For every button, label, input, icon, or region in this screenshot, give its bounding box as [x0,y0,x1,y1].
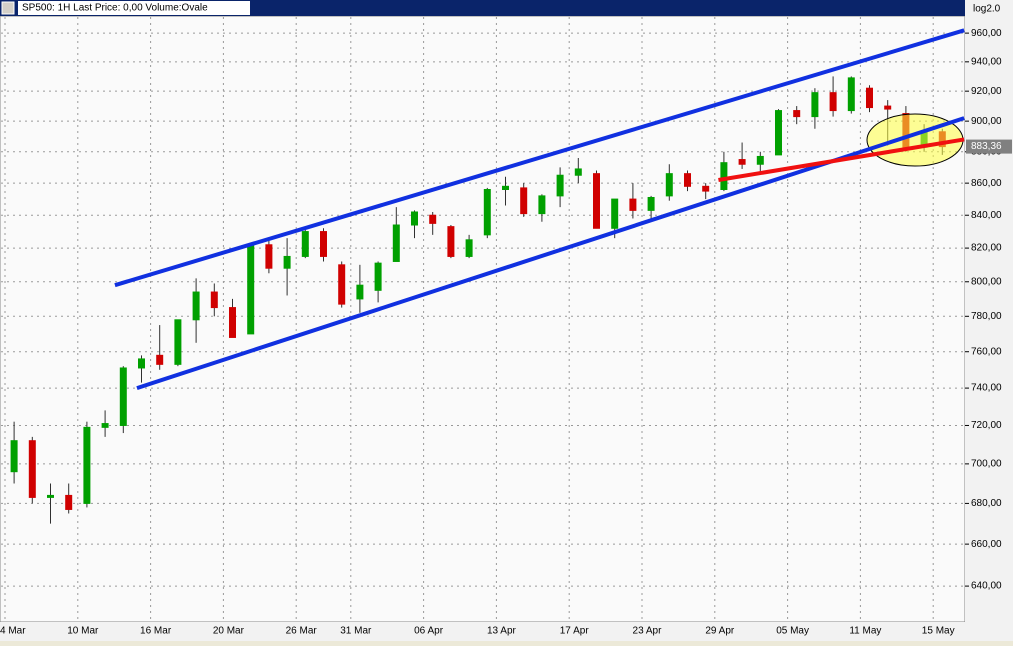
candle-body [28,440,36,498]
chart-title: SP500: 1H Last Price: 0,00 Volume:Ovale [22,3,208,14]
x-tick-label: 17 Apr [560,626,590,637]
candle-body [47,494,54,498]
x-tick-label: 06 Apr [414,626,444,637]
candle-body [392,224,400,262]
y-tick-label: 960,00 [971,28,1002,39]
last-price-tag [966,139,1012,154]
candle-body [647,196,655,211]
candle-body [411,211,418,226]
candle-body [247,244,255,335]
y-tick-label: 840,00 [971,210,1002,221]
x-tick-label: 15 May [922,626,955,637]
candle-body [793,110,801,118]
trendline [718,137,965,182]
window-icon[interactable] [1,1,15,15]
x-tick-label: 31 Mar [340,626,372,637]
x-tick-label: 13 Apr [487,626,517,637]
candle-body [192,291,200,321]
candle-body [301,231,309,257]
y-tick-label: 920,00 [971,86,1002,97]
y-tick-label: 940,00 [971,56,1002,67]
candle-body [283,255,291,269]
candle-body [629,198,637,211]
x-tick-label: 23 Apr [633,626,663,637]
candle-body [374,262,382,291]
candle-body [483,188,491,236]
candle-body [538,195,546,215]
plot-area [0,15,966,623]
candle-body [83,426,91,504]
y-tick-label: 780,00 [971,311,1002,322]
y-tick-label: 860,00 [971,178,1002,189]
candle-body [829,92,837,112]
x-tick-label: 26 Mar [286,626,318,637]
y-tick-label: 640,00 [971,581,1002,592]
candle-body [10,440,18,473]
candle-body [429,214,437,224]
candle-body [556,174,564,197]
y-tick-label: 700,00 [971,459,1002,470]
y-tick-label: 820,00 [971,243,1002,254]
title-box [18,1,250,15]
candle-body [502,185,509,190]
last-price-label: 883,36 [971,141,1002,152]
candle-body [520,187,528,215]
candle-body [611,198,619,229]
y-tick-label: 740,00 [971,383,1002,394]
candle-body [138,358,145,369]
candle-body [156,354,164,365]
candle-body [720,162,728,190]
x-tick-label: 10 Mar [67,626,99,637]
candle-body [756,155,764,165]
candle-body [866,87,873,109]
x-tick-label: 20 Mar [213,626,245,637]
y-tick-label: 900,00 [971,116,1002,127]
candle-body [210,291,218,309]
y-tick-label: 680,00 [971,498,1002,509]
candle-body [684,173,691,187]
chart-layer: 640,00 660,00 680,00 700,00 720,00 740,00 760,… [0,17,1012,637]
candle-body [101,423,109,428]
y-tick-label: 760,00 [971,346,1002,357]
candle-body [338,264,346,305]
y-tick-label: 660,00 [971,539,1002,550]
y-tick-label: 720,00 [971,420,1002,431]
candle-body [574,168,582,176]
candle-body [320,231,327,257]
x-tick-label: 04 Mar [0,626,26,637]
candle-body [665,173,673,197]
candle-body [174,319,182,365]
x-tick-label: 16 Mar [140,626,172,637]
candle-body [811,92,819,118]
candle-body [447,226,455,257]
candle-body [847,77,855,112]
candle-body [593,173,600,229]
candle-body [65,494,73,510]
candle-body [465,239,473,257]
candle-body [702,185,710,192]
x-tick-label: 29 Apr [705,626,735,637]
candle-body [265,244,273,269]
candle-body [775,110,782,156]
y-axis-panel [965,0,1013,641]
candle-body [229,307,236,338]
trendline [114,28,965,288]
candle-body [738,159,746,165]
scale-label: log2.0 [973,4,1001,15]
candle-body [884,105,892,110]
x-tick-label: 11 May [849,626,881,637]
y-tick-label: 800,00 [971,276,1002,287]
candle-body [356,284,364,300]
candle-body [119,367,127,426]
x-tick-label: 05 May [776,626,809,637]
x-axis-panel [0,622,965,641]
